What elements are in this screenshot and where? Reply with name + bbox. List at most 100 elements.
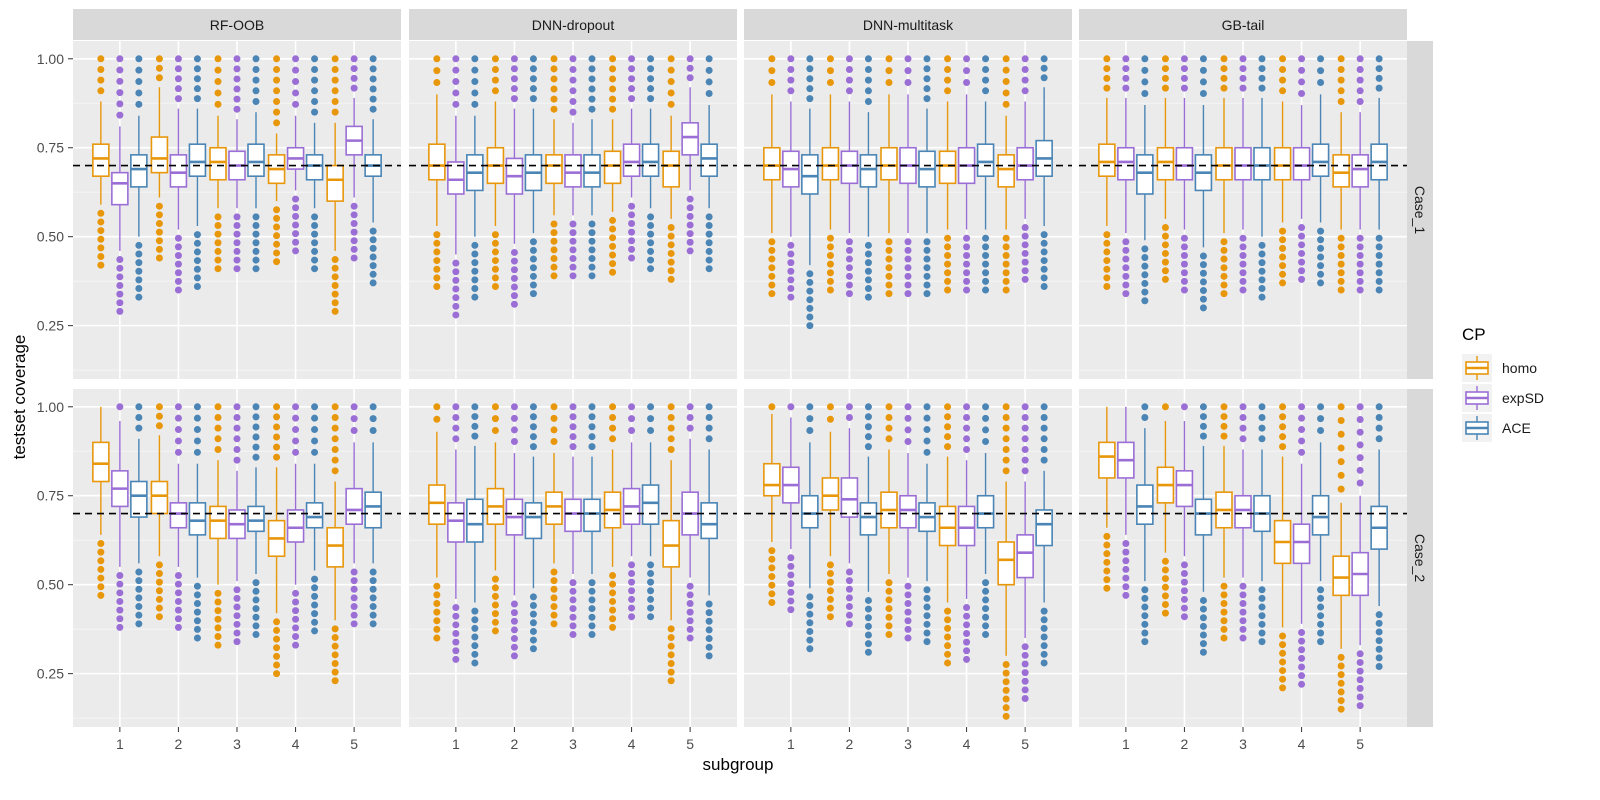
- outlier-point: [193, 257, 201, 265]
- outlier-point: [1239, 65, 1247, 73]
- outlier-point: [452, 647, 460, 655]
- outlier-point: [193, 599, 201, 607]
- outlier-point: [1356, 277, 1364, 285]
- outlier-point: [609, 424, 617, 432]
- outlier-point: [1356, 260, 1364, 268]
- outlier-point: [252, 239, 260, 247]
- facet-label-dnn-multitask: DNN-multitask: [863, 17, 954, 33]
- outlier-point: [1021, 686, 1029, 694]
- outlier-point: [826, 277, 834, 285]
- outlier-point: [982, 596, 990, 604]
- outlier-point: [510, 95, 518, 103]
- outlier-point: [233, 65, 241, 73]
- outlier-point: [1375, 277, 1383, 285]
- x-tick-label: 2: [175, 736, 183, 752]
- outlier-point: [1103, 576, 1111, 584]
- outlier-point: [1220, 74, 1228, 82]
- outlier-point: [252, 579, 260, 587]
- outlier-point: [433, 591, 441, 599]
- outlier-point: [1239, 286, 1247, 294]
- outlier-point: [433, 282, 441, 290]
- outlier-point: [135, 267, 143, 275]
- outlier-point: [1279, 684, 1287, 692]
- outlier-point: [1258, 250, 1266, 258]
- outlier-point: [369, 253, 377, 261]
- outlier-point: [193, 591, 201, 599]
- outlier-point: [1356, 693, 1364, 701]
- outlier-point: [1317, 638, 1325, 646]
- outlier-point: [369, 95, 377, 103]
- outlier-point: [350, 254, 358, 262]
- outlier-point: [864, 267, 872, 275]
- outlier-point: [1337, 65, 1345, 73]
- outlier-point: [1258, 612, 1266, 620]
- outlier-point: [273, 249, 281, 257]
- outlier-point: [1002, 704, 1010, 712]
- x-axis-label: subgroup: [703, 755, 774, 774]
- outlier-point: [97, 540, 105, 548]
- outlier-point: [1337, 430, 1345, 438]
- outlier-point: [1317, 603, 1325, 611]
- outlier-point: [193, 265, 201, 273]
- outlier-point: [369, 227, 377, 235]
- outlier-point: [667, 445, 675, 453]
- outlier-point: [116, 100, 124, 108]
- outlier-point: [588, 433, 596, 441]
- outlier-point: [369, 403, 377, 411]
- outlier-point: [97, 574, 105, 582]
- box-homo-subgroup-5: [662, 150, 680, 188]
- outlier-point: [1220, 608, 1228, 616]
- outlier-point: [311, 247, 319, 255]
- outlier-point: [155, 403, 163, 411]
- outlier-point: [1258, 74, 1266, 82]
- outlier-point: [885, 272, 893, 280]
- outlier-point: [768, 281, 776, 289]
- outlier-point: [1258, 285, 1266, 293]
- box-ACE-subgroup-4: [641, 143, 660, 177]
- outlier-point: [1279, 423, 1287, 431]
- outlier-point: [963, 243, 971, 251]
- outlier-point: [135, 293, 143, 301]
- box-homo-subgroup-2: [1156, 146, 1175, 181]
- outlier-point: [311, 575, 319, 583]
- box-homo-subgroup-2: [150, 480, 169, 515]
- box-homo-subgroup-5: [326, 526, 344, 568]
- facet-strip-top: [73, 9, 401, 40]
- outlier-point: [1317, 67, 1325, 75]
- outlier-point: [1337, 662, 1345, 670]
- outlier-point: [1199, 413, 1207, 421]
- outlier-point: [452, 302, 460, 310]
- outlier-point: [705, 222, 713, 230]
- outlier-point: [116, 403, 124, 411]
- outlier-point: [963, 277, 971, 285]
- outlier-point: [1239, 599, 1247, 607]
- outlier-point: [963, 55, 971, 63]
- outlier-point: [1122, 540, 1130, 548]
- outlier-point: [1239, 591, 1247, 599]
- outlier-point: [1298, 258, 1306, 266]
- outlier-point: [826, 260, 834, 268]
- box-ACE-subgroup-5: [364, 491, 382, 529]
- outlier-point: [510, 274, 518, 282]
- outlier-point: [214, 222, 222, 230]
- outlier-point: [452, 66, 460, 74]
- outlier-point: [609, 242, 617, 250]
- outlier-point: [510, 55, 518, 63]
- outlier-point: [1220, 591, 1228, 599]
- y-tick-label: 0.25: [37, 666, 64, 682]
- outlier-point: [845, 255, 853, 263]
- outlier-point: [193, 55, 201, 63]
- outlier-point: [569, 272, 577, 280]
- outlier-point: [1239, 84, 1247, 92]
- outlier-point: [252, 403, 260, 411]
- outlier-point: [331, 55, 339, 63]
- outlier-point: [904, 582, 912, 590]
- outlier-point: [628, 587, 636, 595]
- outlier-point: [452, 629, 460, 637]
- outlier-point: [1220, 403, 1228, 411]
- outlier-point: [292, 448, 300, 456]
- outlier-point: [1375, 424, 1383, 432]
- outlier-point: [510, 635, 518, 643]
- outlier-point: [609, 55, 617, 63]
- y-tick-label: 0.75: [37, 488, 64, 504]
